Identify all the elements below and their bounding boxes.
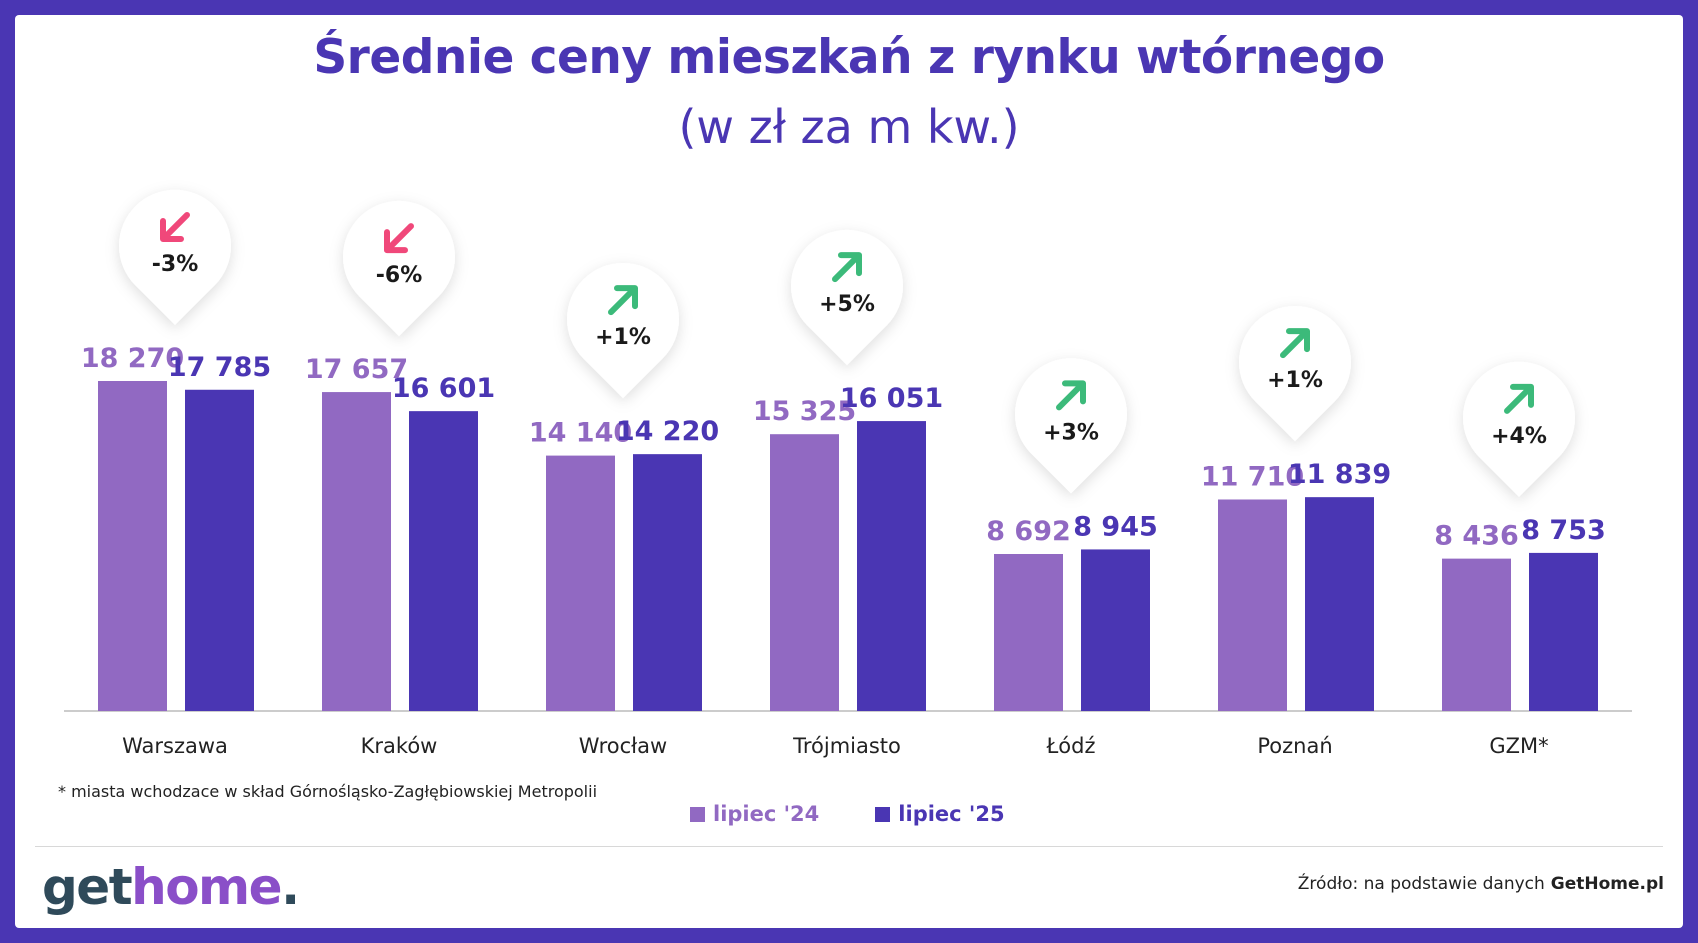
bar-2024-3 <box>770 434 839 711</box>
change-percent-4: +3% <box>1043 420 1099 445</box>
bar-2025-1 <box>409 411 478 711</box>
footer-divider <box>35 846 1663 847</box>
bar-2025-3 <box>857 421 926 711</box>
category-label-0: Warszawa <box>122 734 228 758</box>
source-name: GetHome.pl <box>1550 874 1664 894</box>
category-label-6: GZM* <box>1489 734 1548 758</box>
bar-2024-2 <box>546 455 615 711</box>
bar-2025-4 <box>1081 549 1150 711</box>
bar-value-label-2024-5: 11 710 <box>1201 461 1304 492</box>
bar-2025-5 <box>1305 497 1374 711</box>
change-pin-6 <box>1463 361 1576 497</box>
bar-2024-6 <box>1442 558 1511 711</box>
bar-2024-1 <box>322 392 391 711</box>
gethome-logo: gethome. <box>42 858 300 916</box>
category-label-3: Trójmiasto <box>792 734 901 758</box>
change-pin-3 <box>791 229 904 366</box>
arrow-up-icon-4 <box>1056 380 1086 411</box>
bar-2025-6 <box>1529 552 1598 711</box>
change-percent-5: +1% <box>1267 368 1323 393</box>
legend-label-2024: lipiec '24 <box>713 802 820 826</box>
legend-label-2025: lipiec '25 <box>898 802 1005 826</box>
bar-value-label-2025-1: 16 601 <box>392 373 495 404</box>
change-percent-1: -6% <box>376 263 422 288</box>
change-pin-shape-0 <box>118 189 231 325</box>
bar-value-label-2024-6: 8 436 <box>1434 521 1519 552</box>
legend-swatch-2024 <box>690 806 705 822</box>
logo-part-get: get <box>42 858 133 916</box>
arrow-down-icon-0 <box>160 212 190 242</box>
change-percent-2: +1% <box>595 325 651 350</box>
bar-value-label-2024-4: 8 692 <box>986 516 1071 547</box>
bar-value-label-2025-6: 8 753 <box>1521 515 1606 546</box>
change-pin-2 <box>566 262 679 399</box>
source-credit: Źródło: na podstawie danych GetHome.pl <box>1298 874 1664 894</box>
bar-2024-5 <box>1218 499 1287 711</box>
bar-value-label-2024-3: 15 325 <box>753 396 856 427</box>
bar-value-label-2024-2: 14 140 <box>529 418 632 449</box>
change-pin-shape-1 <box>342 200 456 337</box>
bar-value-label-2025-5: 11 839 <box>1288 459 1391 490</box>
change-pin-0 <box>118 189 231 325</box>
chart-title: Średnie ceny mieszkań z rynku wtórnego <box>313 30 1385 85</box>
logo-part-home: home <box>131 858 282 916</box>
bar-value-label-2024-0: 18 270 <box>81 343 184 374</box>
change-percent-0: -3% <box>152 252 198 277</box>
bar-2025-2 <box>633 454 702 711</box>
legend-item-2025: lipiec '25 <box>875 802 1005 826</box>
arrow-up-icon-5 <box>1280 328 1310 359</box>
arrow-up-icon-2 <box>608 285 638 316</box>
bar-2024-0 <box>98 381 167 711</box>
change-pin-shape-6 <box>1463 361 1576 497</box>
change-pin-5 <box>1239 305 1351 442</box>
infographic-frame <box>15 15 1683 928</box>
arrow-up-icon-6 <box>1504 383 1534 414</box>
bar-value-label-2024-1: 17 657 <box>305 354 408 385</box>
category-label-1: Kraków <box>361 734 438 758</box>
change-percent-6: +4% <box>1491 424 1547 449</box>
change-pin-shape-2 <box>566 262 679 399</box>
bar-2025-0 <box>185 389 254 711</box>
footnote: * miasta wchodzace w skład Górnośląsko-Z… <box>58 782 598 801</box>
bar-value-label-2025-2: 14 220 <box>616 416 719 447</box>
legend: lipiec '24 lipiec '25 <box>690 802 1005 826</box>
change-percent-3: +5% <box>819 292 875 317</box>
arrow-down-icon-1 <box>384 223 414 254</box>
change-pin-shape-5 <box>1239 305 1351 442</box>
change-pin-shape-3 <box>791 229 904 366</box>
category-label-5: Poznań <box>1257 734 1332 758</box>
bar-value-label-2025-4: 8 945 <box>1073 511 1158 542</box>
bar-2024-4 <box>994 554 1063 711</box>
change-pin-1 <box>342 200 456 337</box>
chart-subtitle: (w zł za m kw.) <box>678 100 1020 154</box>
category-label-4: Łódź <box>1045 734 1095 758</box>
bar-value-label-2025-3: 16 051 <box>840 383 943 414</box>
arrow-up-icon-3 <box>832 252 862 283</box>
change-pin-shape-4 <box>1015 358 1127 494</box>
legend-item-2024: lipiec '24 <box>690 802 819 826</box>
change-pin-4 <box>1015 358 1127 494</box>
category-label-2: Wrocław <box>579 734 667 758</box>
bar-value-label-2025-0: 17 785 <box>168 352 271 383</box>
logo-part-dot: . <box>281 858 300 916</box>
legend-swatch-2025 <box>875 806 891 822</box>
source-prefix: Źródło: na podstawie danych <box>1297 874 1545 894</box>
